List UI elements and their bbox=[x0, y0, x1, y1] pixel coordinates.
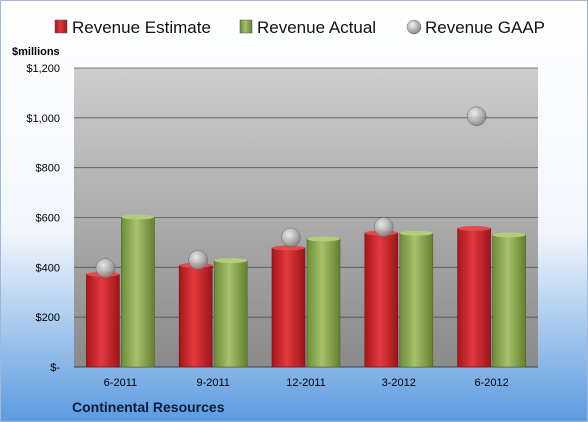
bar-revenue-actual bbox=[399, 232, 434, 368]
x-axis: 6-2011 9-2011 12-2011 3-2012 6-2012 bbox=[104, 377, 509, 389]
bar-revenue-estimate bbox=[178, 265, 213, 368]
x-tick-label: 6-2012 bbox=[474, 377, 508, 389]
bar-revenue-estimate bbox=[364, 232, 399, 368]
y-tick-label: $200 bbox=[36, 312, 60, 324]
bar-revenue-actual bbox=[492, 234, 526, 368]
bar-top-revenue-actual bbox=[121, 214, 155, 220]
marker-revenue-gaap bbox=[188, 250, 208, 270]
bar-top-revenue-estimate bbox=[457, 225, 491, 231]
y-tick-label: $800 bbox=[36, 163, 60, 175]
marker-revenue-gaap bbox=[466, 106, 487, 127]
marker-revenue-gaap bbox=[281, 227, 301, 248]
legend-swatch bbox=[239, 19, 253, 34]
bar-top-revenue-actual bbox=[214, 258, 248, 264]
y-tick-label: $400 bbox=[36, 262, 60, 274]
y-tick-label: $- bbox=[50, 362, 60, 374]
bar-top-revenue-estimate bbox=[272, 245, 305, 251]
legend: Revenue Estimate Revenue Actual Revenue GA… bbox=[54, 18, 545, 37]
company-label: Continental Resources bbox=[72, 399, 225, 415]
legend-swatch bbox=[54, 19, 68, 34]
bar-top-revenue-actual bbox=[399, 230, 433, 236]
x-tick-label: 12-2011 bbox=[286, 377, 326, 389]
x-tick-label: 6-2011 bbox=[104, 377, 137, 389]
bar-revenue-estimate bbox=[271, 247, 306, 368]
legend-swatch bbox=[406, 19, 422, 35]
marker-revenue-gaap bbox=[95, 258, 116, 278]
bar-revenue-actual bbox=[213, 260, 248, 368]
bar-revenue-estimate bbox=[457, 228, 491, 368]
bar-revenue-estimate bbox=[86, 274, 120, 368]
bar-revenue-actual bbox=[121, 216, 155, 368]
x-tick-label: 3-2012 bbox=[382, 377, 416, 389]
y-axis-unit-label: $millions bbox=[12, 46, 60, 58]
legend-label: Revenue GAAP bbox=[425, 18, 545, 37]
bar-revenue-actual bbox=[306, 238, 341, 368]
bar-top-revenue-actual bbox=[307, 236, 340, 242]
legend-label: Revenue Estimate bbox=[72, 18, 211, 37]
bar-top-revenue-actual bbox=[492, 232, 526, 238]
marker-revenue-gaap bbox=[374, 217, 394, 237]
y-tick-label: $1,200 bbox=[26, 63, 60, 75]
y-tick-label: $1,000 bbox=[26, 113, 60, 125]
y-axis: $- $200 $400 $600 $800 $1,000 $1,200 bbox=[26, 63, 60, 374]
bar-series bbox=[86, 214, 526, 368]
gaap-marker-series bbox=[95, 106, 487, 278]
y-tick-label: $600 bbox=[36, 213, 60, 225]
x-tick-label: 9-2011 bbox=[196, 377, 229, 389]
legend-label: Revenue Actual bbox=[257, 18, 376, 37]
